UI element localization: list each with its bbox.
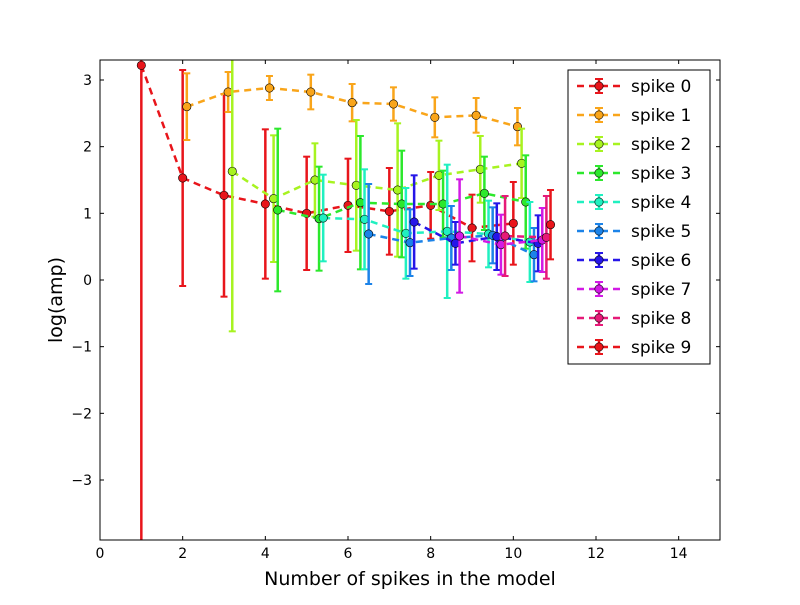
legend-marker xyxy=(594,81,604,91)
legend-marker xyxy=(594,139,604,149)
legend-marker xyxy=(594,110,604,120)
y-tick-label: −3 xyxy=(71,473,92,489)
legend-label: spike 6 xyxy=(631,251,691,271)
data-point xyxy=(227,166,237,176)
data-point xyxy=(347,98,357,108)
legend-label: spike 4 xyxy=(631,193,691,213)
x-axis: 0 2 4 6 8 10 12 14 xyxy=(96,60,688,562)
legend-item: spike 1 xyxy=(577,106,691,126)
series-line xyxy=(505,234,547,239)
x-tick-label: 0 xyxy=(96,546,105,562)
x-tick-label: 2 xyxy=(178,546,187,562)
data-point xyxy=(273,205,283,215)
legend-label: spike 0 xyxy=(631,77,691,97)
series-line xyxy=(140,64,514,230)
legend-marker xyxy=(594,255,604,265)
data-point xyxy=(260,199,270,209)
legend-marker xyxy=(594,168,604,178)
legend-marker xyxy=(594,226,604,236)
legend-label: spike 7 xyxy=(631,280,691,300)
legend-item: spike 6 xyxy=(577,251,691,271)
x-axis-label: Number of spikes in the model xyxy=(264,568,556,590)
y-tick-label: 3 xyxy=(83,73,92,89)
legend-label: spike 8 xyxy=(631,309,691,329)
x-tick-label: 10 xyxy=(504,546,522,562)
legend-item: spike 2 xyxy=(577,135,691,155)
series-spike-9 xyxy=(546,189,556,261)
series-spike-2 xyxy=(227,60,527,333)
y-tick-label: −1 xyxy=(71,340,92,356)
data-point xyxy=(479,188,489,198)
legend-item: spike 5 xyxy=(577,222,691,242)
legend-item: spike 7 xyxy=(577,280,691,300)
legend-label: spike 9 xyxy=(631,338,691,358)
data-point xyxy=(430,112,440,122)
series-line xyxy=(231,162,522,201)
legend-item: spike 3 xyxy=(577,164,691,184)
series-spike-8 xyxy=(500,195,551,280)
series-line xyxy=(413,220,539,245)
legend-label: spike 5 xyxy=(631,222,691,242)
data-point xyxy=(384,206,394,216)
legend-marker xyxy=(594,284,604,294)
data-point xyxy=(182,102,192,112)
legend-marker xyxy=(594,313,604,323)
data-point xyxy=(508,218,518,228)
data-point xyxy=(306,87,316,97)
y-tick-label: 2 xyxy=(83,140,92,156)
legend: spike 0 spike 1 spike 2 spike 3 spike 4 spike… xyxy=(567,69,711,365)
x-tick-label: 8 xyxy=(426,546,435,562)
data-point xyxy=(546,220,556,230)
data-point xyxy=(264,83,274,93)
data-point xyxy=(178,173,188,183)
y-tick-label: 0 xyxy=(83,273,92,289)
x-tick-label: 12 xyxy=(587,546,605,562)
series-line xyxy=(368,232,535,256)
legend-item: spike 9 xyxy=(577,338,691,358)
y-axis-label: log(amp) xyxy=(45,257,67,343)
data-point xyxy=(318,213,328,223)
y-tick-label: −2 xyxy=(71,406,92,422)
x-tick-label: 14 xyxy=(670,546,688,562)
x-tick-label: 4 xyxy=(261,546,270,562)
legend-label: spike 3 xyxy=(631,164,691,184)
legend-label: spike 2 xyxy=(631,135,691,155)
data-point xyxy=(219,190,229,200)
data-point xyxy=(471,110,481,120)
legend-item: spike 8 xyxy=(577,309,691,329)
y-tick-label: 1 xyxy=(83,206,92,222)
legend-box xyxy=(567,69,711,365)
data-point xyxy=(388,99,398,109)
legend-marker xyxy=(594,197,604,207)
legend-label: spike 1 xyxy=(631,106,691,126)
legend-item: spike 0 xyxy=(577,77,691,97)
legend-item: spike 4 xyxy=(577,193,691,213)
data-point xyxy=(409,217,419,227)
data-point xyxy=(364,229,374,239)
data-point xyxy=(455,231,465,241)
data-point xyxy=(467,223,477,233)
data-point xyxy=(426,200,436,210)
data-point xyxy=(136,60,146,70)
series-spike-1 xyxy=(182,71,522,147)
x-tick-label: 6 xyxy=(344,546,353,562)
legend-marker xyxy=(594,342,604,352)
data-point xyxy=(500,231,510,241)
y-axis: −3 −2 −1 0 1 2 3 xyxy=(71,73,720,489)
series-layer xyxy=(136,60,556,540)
plot-frame xyxy=(99,59,721,541)
